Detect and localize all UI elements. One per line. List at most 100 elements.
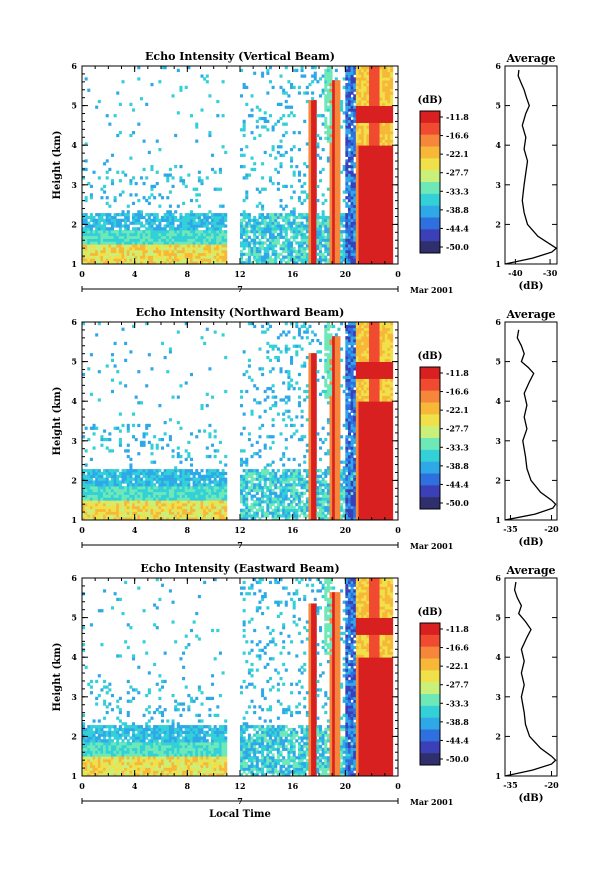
heatmap-cell: [308, 213, 312, 217]
heatmap-cell: [205, 392, 209, 396]
average-y-tick-label: 1: [495, 259, 501, 269]
heatmap-cell: [329, 218, 333, 222]
heatmap-cell: [84, 514, 88, 518]
heatmap-cell: [126, 480, 130, 484]
heatmap-cell: [118, 508, 122, 512]
heatmap-cell: [363, 71, 367, 75]
heatmap-cell: [363, 142, 367, 146]
heatmap-cell: [124, 517, 128, 521]
heatmap-cell: [187, 66, 191, 70]
heatmap-cell: [110, 477, 114, 481]
heatmap-cell: [355, 261, 359, 265]
heatmap-cell: [379, 165, 383, 169]
heatmap-cell: [126, 244, 130, 248]
heatmap-cell: [313, 165, 317, 169]
heatmap-cell: [163, 488, 167, 493]
heatmap-cell: [205, 488, 209, 493]
heatmap-cell: [268, 80, 272, 84]
heatmap-cell: [208, 94, 212, 98]
heatmap-cell: [369, 187, 373, 191]
heatmap-cell: [147, 517, 151, 521]
heatmap-cell: [189, 255, 193, 259]
heatmap-cell: [110, 230, 114, 234]
heatmap-cell: [282, 258, 286, 262]
heatmap-cell: [379, 108, 383, 112]
heatmap-cell: [145, 227, 149, 231]
heatmap-cell: [126, 503, 130, 507]
heatmap-cell: [337, 181, 341, 186]
heatmap-cell: [374, 252, 378, 256]
average-y-tick-label: 3: [495, 180, 501, 190]
heatmap-cell: [369, 91, 373, 95]
heatmap-cell: [332, 99, 336, 104]
heatmap-cell: [384, 249, 388, 254]
heatmap-cell: [329, 71, 333, 75]
heatmap-cell: [276, 241, 280, 245]
heatmap-cell: [313, 105, 317, 109]
heatmap-cell: [313, 153, 317, 157]
heatmap-cell: [153, 517, 157, 521]
heatmap-cell: [171, 449, 175, 453]
heatmap-cell: [321, 230, 325, 234]
heatmap-cell: [116, 244, 120, 248]
heatmap-cell: [163, 469, 167, 473]
heatmap-cell: [379, 261, 383, 265]
heatmap-cell: [82, 483, 86, 487]
heatmap-cell: [113, 215, 117, 220]
heatmap-cell: [213, 247, 217, 251]
heatmap-cell: [274, 249, 278, 254]
heatmap-cell: [189, 232, 193, 237]
heatmap-cell: [92, 471, 96, 476]
heatmap-cell: [134, 218, 138, 222]
heatmap-cell: [366, 187, 370, 191]
heatmap-cell: [361, 241, 365, 245]
heatmap-cell: [147, 486, 151, 490]
heatmap-cell: [297, 148, 301, 152]
heatmap-cell: [271, 218, 275, 222]
heatmap-cell: [205, 454, 209, 459]
heatmap-cell: [110, 488, 114, 493]
heatmap-cell: [382, 142, 386, 146]
heatmap-cell: [108, 488, 112, 493]
heatmap-cell: [103, 232, 107, 237]
heatmap-cell: [363, 198, 367, 203]
heatmap-cell: [84, 477, 88, 481]
heatmap-cell: [361, 201, 365, 205]
heatmap-cell: [311, 74, 315, 78]
heatmap-cell: [121, 469, 125, 473]
heatmap-cell: [166, 249, 170, 254]
heatmap-cell: [247, 114, 251, 118]
heatmap-cell: [182, 494, 186, 498]
heatmap-cell: [274, 224, 278, 228]
heatmap-cell: [379, 128, 383, 132]
heatmap-cell: [163, 486, 167, 490]
colorbar-label: -16.6: [446, 131, 469, 141]
heatmap-cell: [218, 244, 222, 248]
heatmap-cell: [132, 108, 136, 112]
heatmap-cell: [279, 145, 283, 149]
heatmap-cell: [376, 230, 380, 234]
heatmap-cell: [224, 505, 228, 510]
heatmap-cell: [203, 508, 207, 512]
heatmap-cell: [182, 486, 186, 490]
heatmap-cell: [174, 483, 178, 487]
heatmap-cell: [203, 224, 207, 228]
heatmap-cell: [242, 508, 246, 512]
heatmap-cell: [371, 74, 375, 78]
heatmap-cell: [376, 255, 380, 259]
heatmap-cell: [271, 128, 275, 132]
heatmap-cell: [374, 218, 378, 222]
heatmap-cell: [184, 241, 188, 245]
heatmap-cell: [313, 241, 317, 245]
heatmap-cell: [113, 471, 117, 476]
heatmap-cell: [184, 85, 188, 90]
heatmap-cell: [345, 148, 349, 152]
heatmap-cell: [379, 244, 383, 248]
heatmap-cell: [158, 477, 162, 481]
heatmap-cell: [345, 204, 349, 208]
heatmap-cell: [139, 249, 143, 254]
heatmap-cell: [369, 156, 373, 160]
heatmap-cell: [382, 125, 386, 129]
heatmap-cell: [253, 167, 257, 172]
heatmap-cell: [321, 148, 325, 152]
